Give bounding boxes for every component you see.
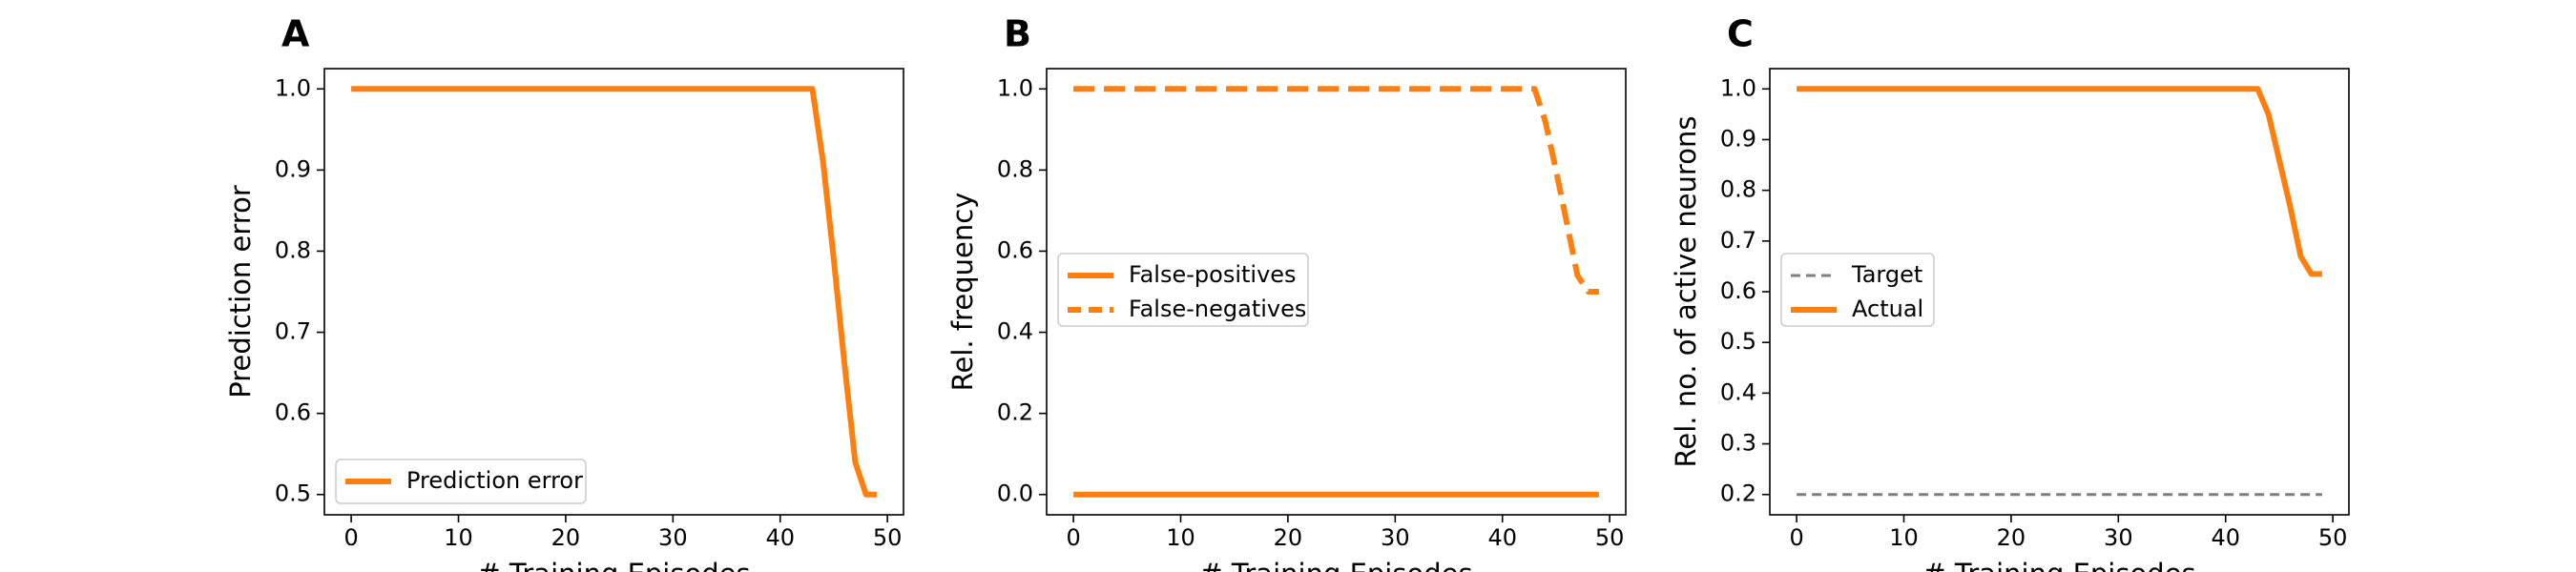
panel-letter: C [1727,13,1754,55]
y-axis-label: Prediction error [224,185,257,398]
y-tick-label: 0.2 [997,399,1033,426]
x-tick-label: 40 [765,524,795,551]
legend: False-positives False-negatives [1057,253,1309,327]
plot-frame [1769,68,2350,516]
y-tick-label: 0.6 [275,399,311,426]
y-tick-label: 0.8 [275,236,311,263]
y-tick-label: 0.7 [275,318,311,345]
x-axis-label: # Training Episodes [1922,558,2195,572]
legend-label: False-positives [1129,261,1297,288]
y-tick-label: 0.0 [997,480,1033,507]
y-tick-label: 0.9 [1720,125,1756,152]
panel-letter: B [1004,13,1031,55]
x-tick-label: 40 [2211,524,2240,551]
y-tick-label: 0.6 [997,236,1033,263]
legend-label: Target [1851,261,1922,288]
panel-c: C 0 10 20 30 40 50 0.2 0.3 0.4 0.5 0.6 0.7 0.8 0.9 1.0 #… [1670,13,2350,572]
x-tick-label: 20 [551,524,581,551]
y-tick-label: 0.3 [1720,430,1756,457]
y-tick-label: 0.6 [1720,277,1756,304]
series-line-actual [1797,86,2322,277]
x-tick-label: 20 [1997,524,2026,551]
legend-box [1057,253,1309,327]
x-tick-label: 10 [1889,524,1919,551]
y-tick-label: 0.8 [1720,176,1756,203]
x-tick-label: 20 [1274,524,1303,551]
y-tick-label: 1.0 [275,74,311,101]
y-tick-label: 0.5 [1720,328,1756,355]
legend-label: Actual [1852,296,1923,322]
legend-label: False-negatives [1129,296,1306,322]
legend-box [335,459,587,504]
x-tick-label: 10 [1166,524,1195,551]
y-tick-label: 1.0 [997,74,1033,101]
plot-frame [323,68,904,516]
x-tick-label: 40 [1487,524,1517,551]
x-tick-label: 10 [444,524,473,551]
y-tick-label: 0.4 [997,318,1033,345]
panel-b: B 0 10 20 30 40 50 0.0 0.2 0.4 0.6 0.8 1.0 # Training… [946,13,1627,572]
series-line-prediction-error [351,86,877,498]
x-tick-label: 30 [658,524,688,551]
panel-a: A 0 10 20 30 40 50 0.5 0.6 0.7 0.8 0.9 1.0 # Training… [224,13,904,572]
y-tick-label: 0.7 [1720,227,1756,254]
series-line-false-negatives [1073,86,1599,295]
x-tick-label: 0 [343,524,358,551]
y-tick-label: 0.8 [997,155,1033,182]
plot-frame [1046,68,1627,516]
x-tick-label: 0 [1789,524,1803,551]
y-tick-label: 0.2 [1720,480,1756,507]
x-axis-label: # Training Episodes [477,558,750,572]
panel-letter: A [281,13,310,55]
y-axis-label: Rel. frequency [946,193,979,392]
y-tick-label: 0.9 [275,155,311,182]
y-tick-label: 1.0 [1720,74,1756,101]
legend: Prediction error [335,459,587,504]
x-tick-label: 30 [2104,524,2133,551]
x-tick-label: 50 [873,524,903,551]
x-tick-label: 50 [1595,524,1625,551]
x-tick-label: 50 [2318,524,2348,551]
y-tick-label: 0.5 [275,480,311,507]
x-axis-label: # Training Episodes [1199,558,1472,572]
legend-label: Prediction error [406,467,583,494]
legend: Target Actual [1780,253,1935,327]
x-tick-label: 30 [1381,524,1410,551]
y-axis-label: Rel. no. of active neurons [1670,116,1702,468]
y-tick-label: 0.4 [1720,378,1756,405]
x-tick-label: 0 [1066,524,1080,551]
